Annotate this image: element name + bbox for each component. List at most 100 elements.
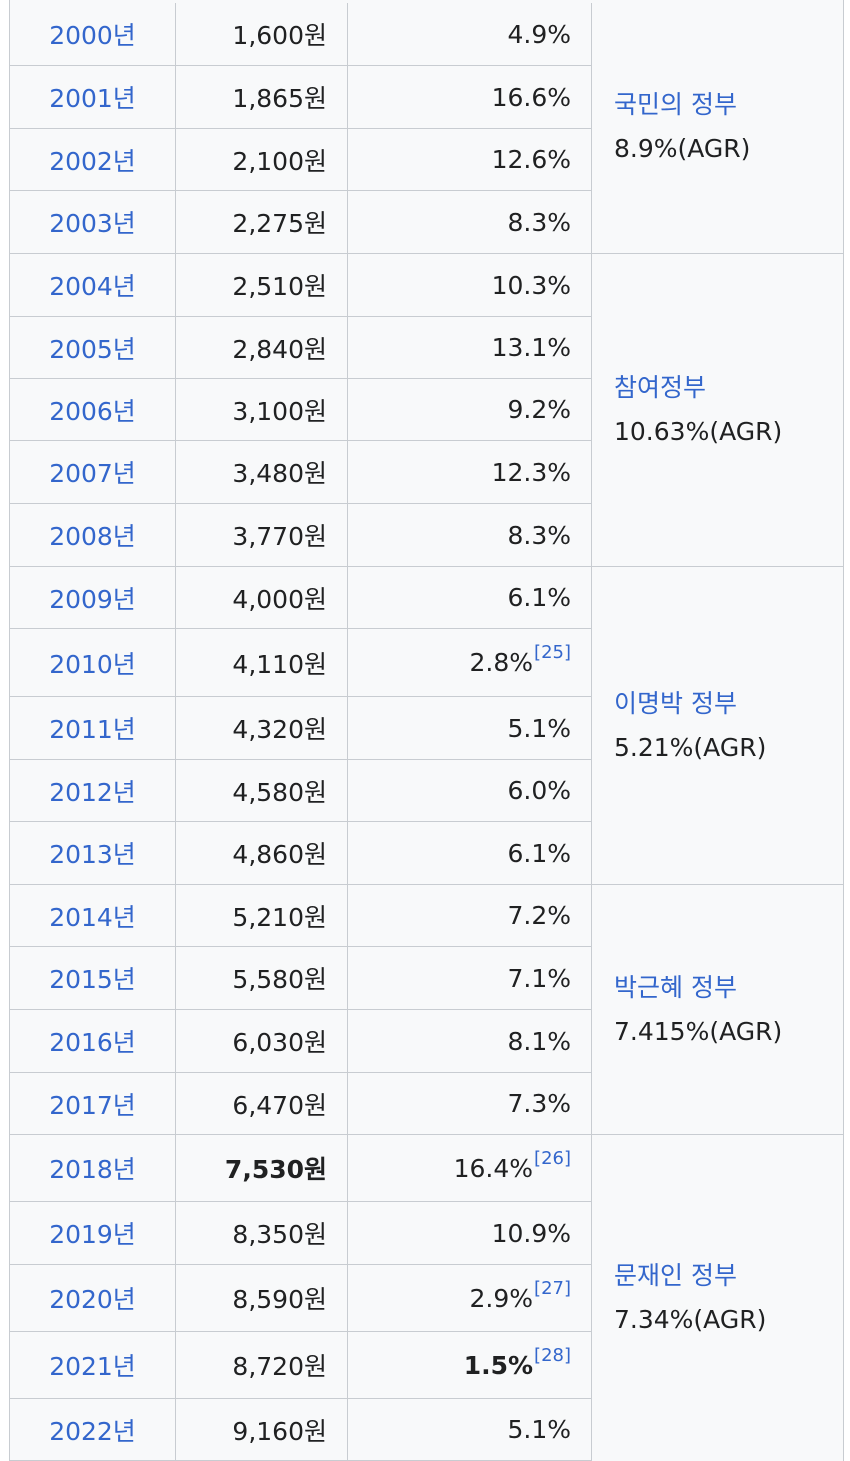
- wage-cell: 4,110원: [176, 629, 348, 697]
- year-label[interactable]: 2007년: [49, 459, 136, 488]
- year-link[interactable]: 2002년: [10, 129, 176, 191]
- year-link[interactable]: 2008년: [10, 504, 176, 567]
- rate-value: 8.3%: [507, 520, 571, 550]
- wage-value: 9,160원: [232, 1416, 327, 1446]
- wage-cell: 1,865원: [176, 66, 348, 129]
- wage-cell: 6,470원: [176, 1073, 348, 1135]
- year-label[interactable]: 2012년: [49, 777, 136, 807]
- year-link[interactable]: 2022년: [10, 1399, 176, 1461]
- rate-cell: 10.9%: [348, 1202, 592, 1265]
- rate-value: 5.1%: [507, 1415, 571, 1444]
- year-link[interactable]: 2009년: [10, 567, 176, 629]
- rate-cell: 12.6%: [348, 129, 592, 191]
- wage-value: 5,210원: [232, 902, 327, 932]
- year-label[interactable]: 2002년: [49, 146, 136, 176]
- year-label[interactable]: 2000년: [49, 21, 136, 50]
- year-link[interactable]: 2011년: [10, 697, 176, 760]
- wage-cell: 3,100원: [176, 379, 348, 441]
- citation-link[interactable]: [25]: [534, 642, 571, 663]
- rate-value: 2.8%: [469, 648, 534, 677]
- rate-value: 10.9%: [491, 1218, 571, 1248]
- wage-value: 2,100원: [232, 146, 327, 176]
- year-label[interactable]: 2016년: [49, 1028, 136, 1057]
- year-link[interactable]: 2003년: [10, 191, 176, 254]
- year-label[interactable]: 2004년: [49, 272, 136, 301]
- year-label[interactable]: 2011년: [49, 715, 136, 744]
- year-link[interactable]: 2005년: [10, 317, 176, 379]
- year-label[interactable]: 2009년: [49, 584, 136, 614]
- rate-value: 6.1%: [507, 838, 571, 868]
- wage-value: 6,470원: [232, 1090, 327, 1120]
- year-link[interactable]: 2017년: [10, 1073, 176, 1135]
- rate-value: 16.4%: [453, 1153, 534, 1183]
- rate-cell: 16.4% [26]: [348, 1135, 592, 1202]
- year-label[interactable]: 2008년: [49, 522, 136, 551]
- government-agr: 5.21%(AGR): [614, 732, 767, 762]
- year-label[interactable]: 2020년: [49, 1285, 136, 1314]
- year-link[interactable]: 2013년: [10, 822, 176, 885]
- citation-link[interactable]: [26]: [534, 1147, 571, 1169]
- year-link[interactable]: 2014년: [10, 885, 176, 947]
- rate-value: 5.1%: [507, 713, 571, 743]
- government-agr: 7.34%(AGR): [614, 1305, 767, 1334]
- government-name-link[interactable]: 이명박 정부: [614, 688, 737, 718]
- year-link[interactable]: 2004년: [10, 254, 176, 317]
- wage-cell: 6,030원: [176, 1010, 348, 1073]
- wage-cell: 4,860원: [176, 822, 348, 885]
- year-label[interactable]: 2010년: [49, 649, 136, 679]
- year-label[interactable]: 2017년: [49, 1090, 136, 1120]
- year-label[interactable]: 2019년: [49, 1220, 136, 1249]
- wage-value: 3,770원: [232, 522, 327, 551]
- year-link[interactable]: 2006년: [10, 379, 176, 441]
- rate-value: 12.6%: [491, 145, 571, 174]
- year-label[interactable]: 2015년: [49, 965, 136, 994]
- year-link[interactable]: 2015년: [10, 947, 176, 1010]
- rate-cell: 10.3%: [348, 254, 592, 317]
- year-label[interactable]: 2021년: [49, 1352, 136, 1381]
- wage-cell: 3,480원: [176, 441, 348, 504]
- wage-cell: 3,770원: [176, 504, 348, 567]
- rate-value: 9.2%: [507, 395, 571, 424]
- year-label[interactable]: 2014년: [49, 902, 136, 932]
- wage-cell: 2,840원: [176, 317, 348, 379]
- year-label[interactable]: 2005년: [49, 334, 136, 364]
- year-link[interactable]: 2001년: [10, 66, 176, 129]
- government-name-link[interactable]: 국민의 정부: [614, 89, 737, 119]
- rate-value: 7.1%: [507, 963, 571, 993]
- year-link[interactable]: 2021년: [10, 1332, 176, 1399]
- government-agr: 8.9%(AGR): [614, 133, 751, 163]
- rate-cell: 4.9%: [348, 3, 592, 66]
- wage-cell: 9,160원: [176, 1399, 348, 1461]
- rate-cell: 8.3%: [348, 191, 592, 254]
- year-link[interactable]: 2010년: [10, 629, 176, 697]
- citation-link[interactable]: [27]: [534, 1277, 571, 1299]
- rate-cell: 2.8% [25]: [348, 629, 592, 697]
- year-label[interactable]: 2018년: [49, 1155, 136, 1184]
- year-link[interactable]: 2019년: [10, 1202, 176, 1265]
- rate-cell: 8.1%: [348, 1010, 592, 1073]
- government-name-link[interactable]: 문재인 정부: [614, 1261, 737, 1290]
- rate-cell: 12.3%: [348, 441, 592, 504]
- year-link[interactable]: 2020년: [10, 1265, 176, 1332]
- year-label[interactable]: 2013년: [49, 840, 136, 869]
- year-label[interactable]: 2022년: [49, 1416, 136, 1446]
- year-link[interactable]: 2000년: [10, 3, 176, 66]
- year-label[interactable]: 2001년: [49, 84, 136, 113]
- government-name-link[interactable]: 참여정부: [614, 373, 707, 402]
- government-cell: 참여정부 10.63%(AGR): [592, 254, 843, 567]
- government-agr: 7.415%(AGR): [614, 1016, 783, 1046]
- year-label[interactable]: 2006년: [49, 396, 136, 426]
- year-link[interactable]: 2018년: [10, 1135, 176, 1202]
- wage-value: 2,840원: [232, 334, 327, 364]
- year-link[interactable]: 2016년: [10, 1010, 176, 1073]
- rate-cell: 13.1%: [348, 317, 592, 379]
- year-link[interactable]: 2007년: [10, 441, 176, 504]
- year-label[interactable]: 2003년: [49, 209, 136, 238]
- rate-cell: 2.9% [27]: [348, 1265, 592, 1332]
- government-cell: 문재인 정부 7.34%(AGR): [592, 1135, 843, 1461]
- wage-cell: 8,720원: [176, 1332, 348, 1399]
- citation-link[interactable]: [28]: [534, 1344, 571, 1366]
- wage-cell: 8,590원: [176, 1265, 348, 1332]
- government-name-link[interactable]: 박근혜 정부: [614, 972, 737, 1002]
- year-link[interactable]: 2012년: [10, 760, 176, 822]
